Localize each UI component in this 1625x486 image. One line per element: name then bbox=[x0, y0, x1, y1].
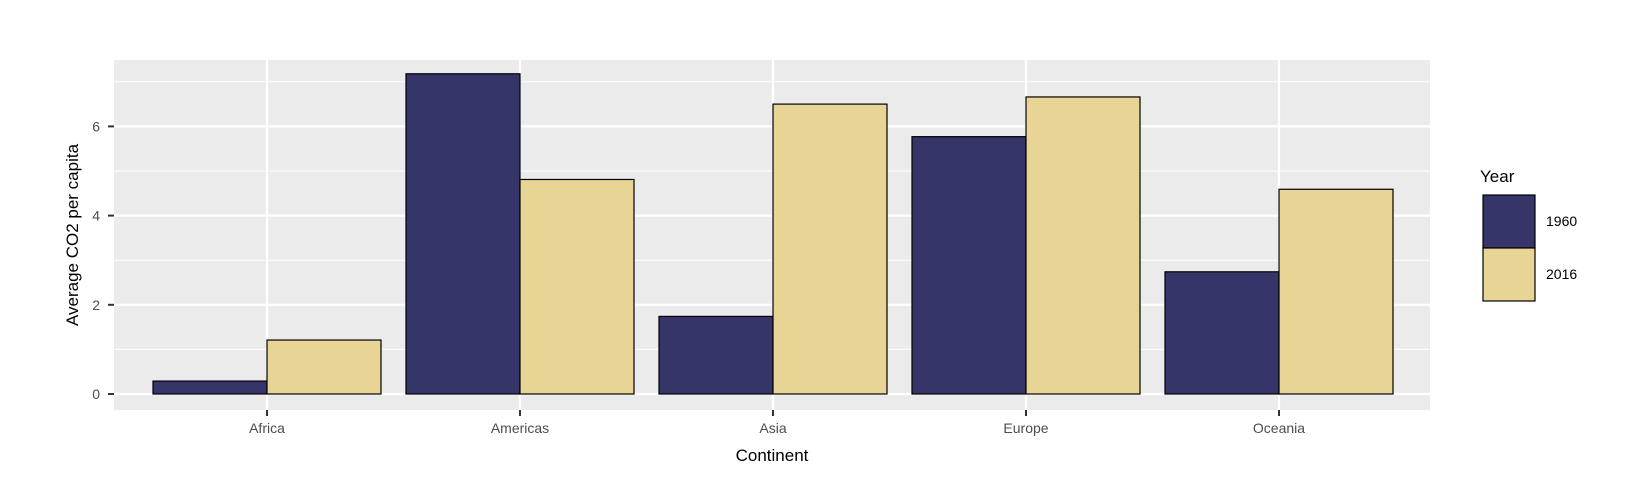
x-axis: Africa Americas Asia Europe Oceania bbox=[249, 410, 1305, 436]
bar-oceania-1960 bbox=[1164, 271, 1280, 395]
bar-oceania-2016 bbox=[1278, 188, 1394, 395]
y-axis-title: Average CO2 per capita bbox=[63, 143, 82, 326]
legend-label-1960: 1960 bbox=[1546, 213, 1577, 229]
legend-label-2016: 2016 bbox=[1546, 266, 1577, 282]
bar-asia-2016 bbox=[772, 103, 888, 395]
y-tick-label: 4 bbox=[92, 208, 100, 224]
legend-items: 1960 2016 bbox=[1482, 194, 1577, 302]
bar-asia-1960 bbox=[658, 315, 774, 395]
y-tick-label: 6 bbox=[92, 118, 100, 134]
x-tick-label: Americas bbox=[491, 420, 549, 436]
bar-americas-1960 bbox=[405, 73, 521, 395]
y-axis: 0 2 4 6 bbox=[92, 118, 114, 402]
x-tick-label: Asia bbox=[759, 420, 786, 436]
x-tick-label: Oceania bbox=[1253, 420, 1305, 436]
x-tick-label: Africa bbox=[249, 420, 285, 436]
bar-europe-1960 bbox=[911, 136, 1027, 395]
legend-key-2016 bbox=[1482, 247, 1536, 302]
bar-africa-2016 bbox=[266, 339, 382, 395]
x-tick-label: Europe bbox=[1003, 420, 1048, 436]
y-tick-label: 0 bbox=[92, 386, 100, 402]
bar-africa-1960 bbox=[152, 380, 268, 395]
legend-key-1960 bbox=[1482, 194, 1536, 249]
y-tick-label: 2 bbox=[92, 297, 100, 313]
x-axis-title: Continent bbox=[736, 446, 809, 465]
legend-title: Year bbox=[1480, 167, 1515, 186]
legend: Year 1960 2016 bbox=[1480, 167, 1577, 302]
bars bbox=[152, 73, 1394, 395]
bar-europe-2016 bbox=[1025, 96, 1141, 395]
bar-americas-2016 bbox=[519, 178, 635, 395]
